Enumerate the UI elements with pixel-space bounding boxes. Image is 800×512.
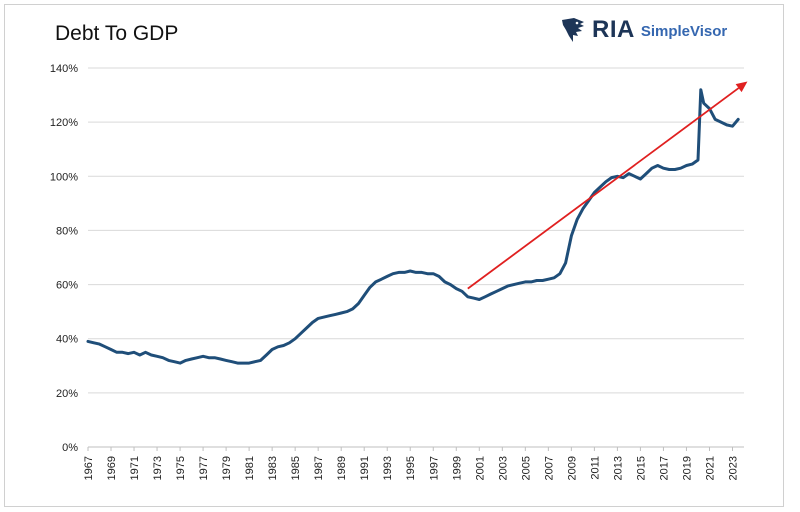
x-tick-label: 2021 [704, 456, 716, 480]
x-tick-label: 2005 [520, 456, 532, 480]
x-tick-label: 1997 [428, 456, 440, 480]
x-tick-label: 2017 [658, 456, 670, 480]
x-tick-label: 1991 [359, 456, 371, 480]
trend-arrow-line [467, 87, 740, 290]
brand-logo: RIA SimpleVisor [560, 15, 727, 45]
x-tick-label: 1983 [267, 456, 279, 480]
x-tick-label: 1985 [290, 456, 302, 480]
brand-subname: SimpleVisor [640, 23, 728, 40]
chart-title: Debt To GDP [55, 22, 179, 45]
x-tick-label: 1971 [129, 456, 141, 480]
x-tick-label: 2009 [566, 456, 578, 480]
y-tick-label: 20% [56, 388, 78, 400]
x-tick-label: 2001 [474, 456, 486, 480]
x-tick-label: 1973 [152, 456, 164, 480]
x-tick-label: 2007 [543, 456, 555, 480]
x-tick-label: 1999 [451, 456, 463, 480]
x-tick-label: 1979 [221, 456, 233, 480]
chart-frame [4, 4, 784, 507]
brand-name: RIA [592, 16, 635, 43]
y-tick-label: 0% [62, 442, 78, 454]
x-tick-label: 2019 [681, 456, 693, 480]
y-tick-label: 60% [56, 280, 78, 292]
x-tick-label: 2013 [612, 456, 624, 480]
x-tick-label: 1981 [244, 456, 256, 480]
eagle-logo-icon [562, 18, 584, 42]
x-tick-label: 2015 [635, 456, 647, 480]
y-tick-label: 40% [56, 334, 78, 346]
x-tick-label: 1989 [336, 456, 348, 480]
x-tick-label: 1993 [382, 456, 394, 480]
x-tick-label: 1969 [106, 456, 118, 480]
y-tick-label: 80% [56, 225, 78, 237]
x-tick-label: 1967 [83, 456, 95, 480]
x-tick-label: 1987 [313, 456, 325, 480]
x-tick-label: 1975 [175, 456, 187, 480]
y-tick-label: 140% [50, 63, 78, 75]
trend-arrow-head [735, 81, 748, 93]
x-tick-label: 1977 [198, 456, 210, 480]
y-tick-label: 120% [50, 117, 78, 129]
y-tick-label: 100% [50, 171, 78, 183]
x-tick-label: 2003 [497, 456, 509, 480]
x-tick-label: 2023 [727, 456, 739, 480]
x-tick-label: 1995 [405, 456, 417, 480]
x-tick-label: 2011 [589, 456, 601, 480]
debt-to-gdp-series-line [86, 88, 740, 365]
